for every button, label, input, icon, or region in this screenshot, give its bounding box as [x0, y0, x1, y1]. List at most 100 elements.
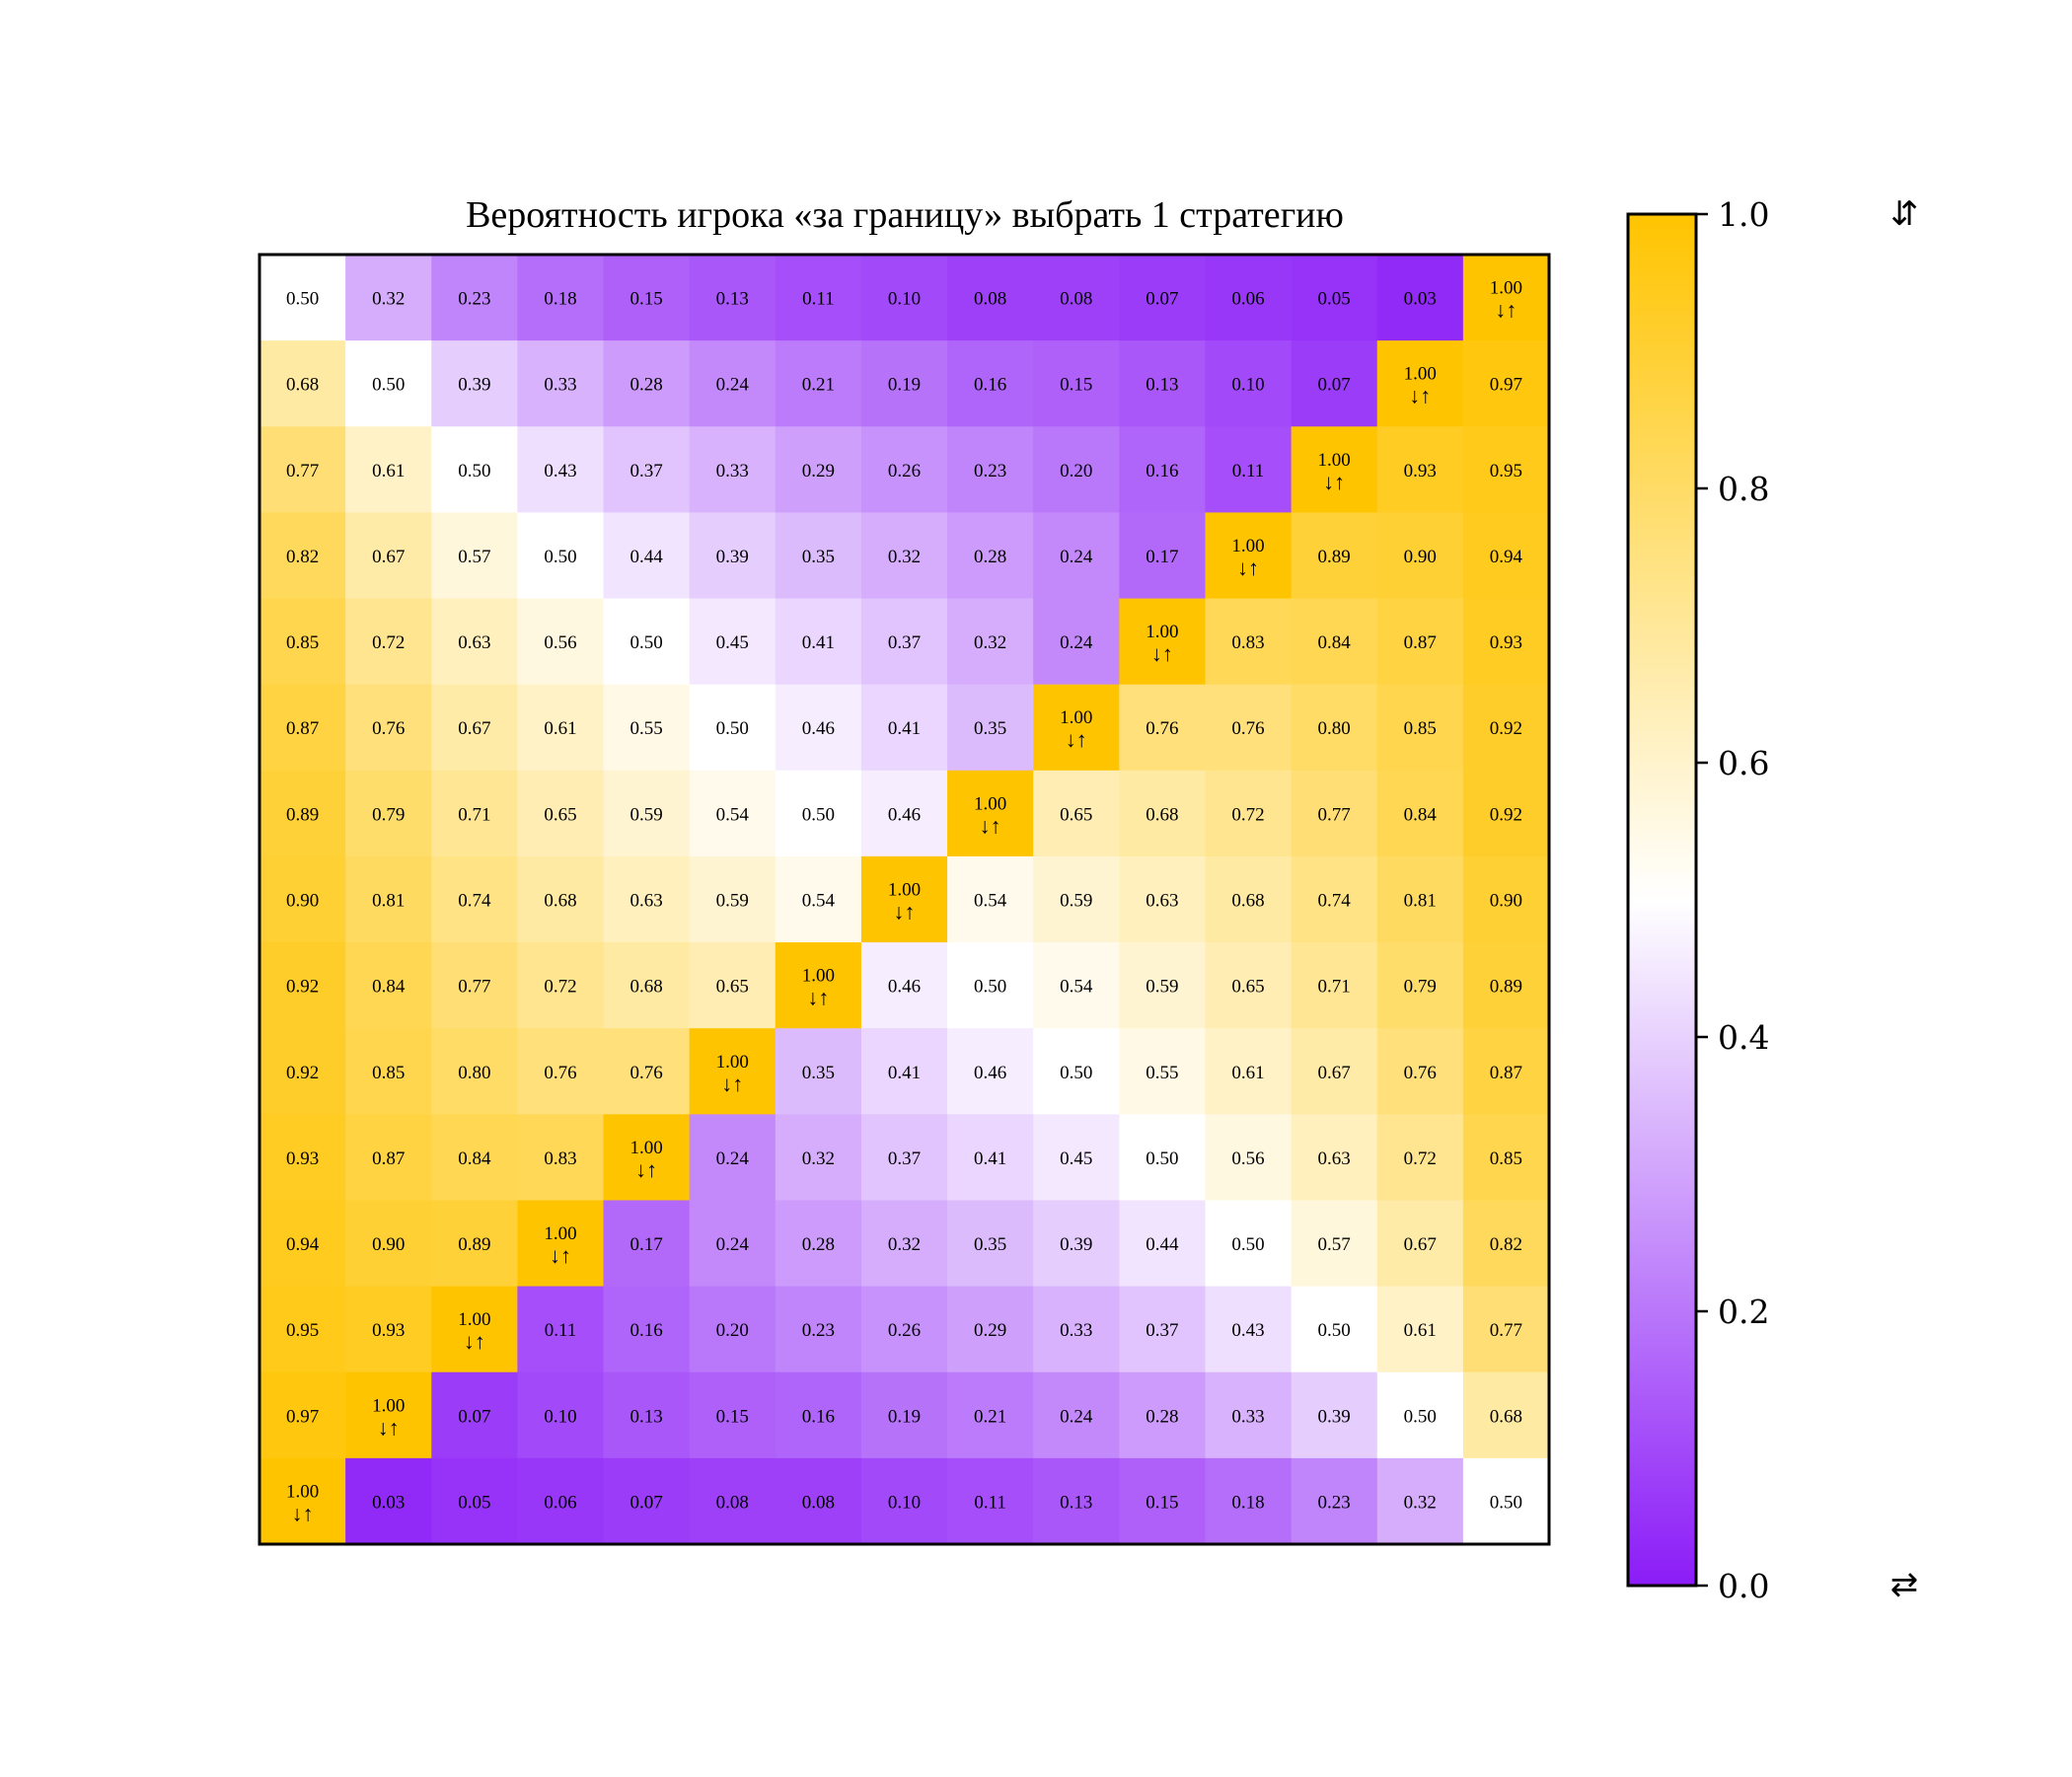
heatmap-cell — [345, 942, 432, 1029]
heatmap-cell — [1291, 598, 1378, 686]
heatmap-cell — [947, 770, 1034, 857]
heatmap-cell — [259, 1200, 346, 1288]
cell-marker-label: ↓↑ — [1495, 298, 1517, 323]
cell-value-label: 0.32 — [1404, 1492, 1437, 1513]
heatmap-cell — [1205, 770, 1293, 857]
heatmap-cell — [1119, 770, 1207, 857]
heatmap-cell — [1033, 1028, 1120, 1115]
cell-marker-label: ↓↑ — [980, 813, 1001, 838]
cell-value-label: 0.87 — [1490, 1063, 1522, 1083]
cell-value-label: 0.77 — [286, 461, 319, 481]
cell-value-label: 0.67 — [1404, 1234, 1437, 1255]
cell-value-label: 0.63 — [1146, 891, 1178, 912]
cell-marker-label: ↓↑ — [1409, 384, 1431, 408]
heatmap-cell — [1205, 426, 1293, 513]
heatmap-cell — [345, 684, 432, 772]
cell-value-label: 0.44 — [629, 547, 663, 567]
heatmap-cell — [1291, 770, 1378, 857]
cell-value-label: 1.00 — [1231, 536, 1264, 556]
cell-value-label: 0.46 — [802, 718, 835, 739]
cell-value-label: 0.50 — [1490, 1492, 1522, 1513]
heatmap-cell — [775, 1457, 862, 1545]
heatmap-cell — [431, 770, 518, 857]
heatmap-cell — [689, 1028, 777, 1115]
cell-value-label: 1.00 — [1404, 364, 1437, 385]
cell-value-label: 0.59 — [1146, 977, 1178, 998]
cell-value-label: 0.32 — [888, 547, 921, 567]
heatmap-cell — [603, 598, 691, 686]
heatmap-cell — [1205, 1200, 1293, 1288]
cell-value-label: 0.16 — [629, 1320, 662, 1341]
cell-value-label: 0.93 — [372, 1320, 405, 1341]
cell-value-label: 0.05 — [1318, 289, 1351, 310]
cell-value-label: 0.92 — [1490, 718, 1522, 739]
heatmap-cell — [1291, 684, 1378, 772]
cell-value-label: 0.54 — [974, 891, 1007, 912]
heatmap-cell — [431, 255, 518, 341]
cell-value-label: 0.16 — [802, 1406, 835, 1427]
cell-value-label: 0.13 — [1060, 1492, 1092, 1513]
cell-value-label: 1.00 — [888, 880, 921, 901]
heatmap-cell — [947, 684, 1034, 772]
cell-value-label: 0.55 — [1146, 1063, 1178, 1083]
heatmap-cell — [1205, 512, 1293, 600]
cell-value-label: 0.15 — [716, 1406, 749, 1427]
heatmap-cell — [1376, 1286, 1464, 1373]
heatmap-cell — [345, 855, 432, 943]
heatmap-cell — [1119, 340, 1207, 427]
cell-value-label: 0.90 — [1490, 891, 1522, 912]
heatmap-cell — [345, 1371, 432, 1459]
heatmap-cell — [689, 1200, 777, 1288]
cell-value-label: 0.68 — [629, 977, 662, 998]
heatmap-cell — [517, 255, 605, 341]
cell-marker-label: ↓↑ — [1237, 555, 1259, 580]
cell-value-label: 0.84 — [458, 1148, 491, 1169]
cell-value-label: 0.07 — [1318, 375, 1351, 396]
cell-value-label: 0.92 — [286, 977, 319, 998]
heatmap-cell — [775, 855, 862, 943]
heatmap-cell — [1205, 1286, 1293, 1373]
cell-value-label: 0.59 — [716, 891, 749, 912]
cell-value-label: 0.76 — [1231, 718, 1264, 739]
heatmap-cell — [947, 942, 1034, 1029]
cell-marker-label: ↓↑ — [894, 900, 916, 925]
heatmap-cell — [345, 1286, 432, 1373]
heatmap-cell — [1033, 598, 1120, 686]
cell-value-label: 0.63 — [1318, 1148, 1351, 1169]
cell-marker-label: ↓↑ — [464, 1329, 485, 1354]
cell-value-label: 0.79 — [1404, 977, 1437, 998]
heatmap-cell — [1033, 255, 1120, 341]
heatmap-cell — [1462, 598, 1550, 686]
cell-value-label: 0.26 — [888, 1320, 921, 1341]
heatmap-cell — [259, 1028, 346, 1115]
cell-value-label: 0.61 — [1231, 1063, 1264, 1083]
heatmap-cell — [689, 684, 777, 772]
heatmap-cell — [775, 426, 862, 513]
cell-value-label: 0.26 — [888, 461, 921, 481]
cell-value-label: 0.59 — [629, 804, 662, 825]
cell-value-label: 0.10 — [1231, 375, 1264, 396]
cell-value-label: 0.56 — [1231, 1148, 1264, 1169]
cell-value-label: 0.07 — [458, 1406, 490, 1427]
heatmap-cell — [431, 1457, 518, 1545]
cell-marker-label: ↓↑ — [721, 1072, 743, 1096]
heatmap-cell — [1462, 1114, 1550, 1202]
cell-value-label: 0.89 — [458, 1234, 490, 1255]
heatmap-cell — [1033, 426, 1120, 513]
heatmap-cell — [860, 1028, 948, 1115]
cell-marker-label: ↓↑ — [1323, 470, 1345, 494]
heatmap-cell — [860, 512, 948, 600]
heatmap-cell — [517, 770, 605, 857]
colorbar: 0.0 0.2 0.4 0.6 0.8 1.0 — [1626, 195, 1769, 1605]
heatmap-cell — [689, 1457, 777, 1545]
heatmap-cell — [1119, 1286, 1207, 1373]
heatmap-cell — [1119, 598, 1207, 686]
cell-value-label: 0.33 — [716, 461, 749, 481]
heatmap-cell — [517, 1028, 605, 1115]
heatmap-cell — [259, 255, 346, 341]
top-symbol: ⇵ — [1890, 194, 1919, 234]
heatmap-cell — [1462, 512, 1550, 600]
cell-value-label: 0.10 — [888, 289, 921, 310]
chart-title: Вероятность игрока «за границу» выбрать … — [466, 194, 1344, 236]
heatmap-cell — [689, 1286, 777, 1373]
